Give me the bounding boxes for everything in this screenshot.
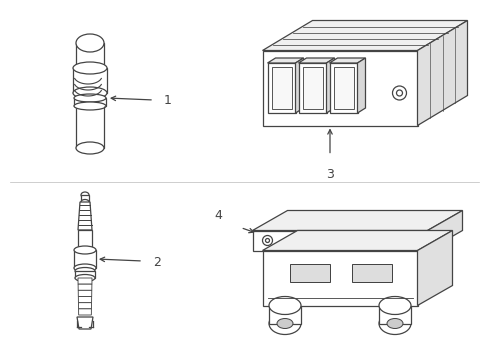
Ellipse shape	[81, 192, 89, 198]
Ellipse shape	[409, 238, 414, 243]
Polygon shape	[295, 58, 303, 113]
Ellipse shape	[76, 142, 104, 154]
Polygon shape	[78, 202, 92, 230]
Polygon shape	[378, 306, 410, 324]
Polygon shape	[79, 309, 91, 315]
Ellipse shape	[386, 319, 402, 328]
Polygon shape	[289, 264, 329, 282]
Ellipse shape	[76, 34, 104, 52]
Ellipse shape	[268, 312, 301, 334]
Ellipse shape	[74, 246, 96, 254]
Ellipse shape	[73, 62, 107, 74]
Polygon shape	[427, 211, 462, 251]
Polygon shape	[267, 58, 303, 63]
Polygon shape	[262, 50, 417, 126]
Text: 3: 3	[325, 167, 333, 180]
Polygon shape	[75, 271, 95, 278]
Polygon shape	[262, 230, 451, 251]
Polygon shape	[74, 250, 96, 268]
Polygon shape	[262, 251, 417, 306]
Polygon shape	[78, 278, 92, 284]
Ellipse shape	[378, 297, 410, 315]
Polygon shape	[271, 67, 291, 109]
Ellipse shape	[75, 274, 95, 282]
Ellipse shape	[73, 87, 107, 99]
Polygon shape	[302, 67, 322, 109]
Polygon shape	[81, 195, 89, 202]
Ellipse shape	[74, 94, 106, 102]
Polygon shape	[329, 58, 365, 63]
Polygon shape	[329, 63, 357, 113]
Ellipse shape	[265, 238, 269, 243]
Ellipse shape	[262, 235, 272, 246]
Polygon shape	[298, 63, 326, 113]
Polygon shape	[417, 230, 451, 306]
Ellipse shape	[74, 102, 106, 110]
Polygon shape	[77, 317, 93, 329]
Ellipse shape	[81, 199, 89, 204]
Ellipse shape	[392, 86, 406, 100]
Polygon shape	[326, 58, 334, 113]
Polygon shape	[78, 230, 92, 250]
Polygon shape	[78, 284, 92, 290]
Polygon shape	[268, 306, 301, 324]
Polygon shape	[76, 43, 104, 148]
Ellipse shape	[74, 264, 96, 272]
Polygon shape	[252, 211, 462, 230]
Ellipse shape	[396, 90, 402, 96]
Text: 2: 2	[153, 256, 161, 269]
Polygon shape	[78, 297, 91, 303]
Polygon shape	[78, 290, 92, 297]
Ellipse shape	[378, 312, 410, 334]
Polygon shape	[267, 63, 295, 113]
Polygon shape	[262, 21, 467, 50]
Polygon shape	[357, 58, 365, 113]
Ellipse shape	[75, 267, 95, 274]
Polygon shape	[78, 303, 91, 309]
Polygon shape	[298, 58, 334, 63]
Polygon shape	[73, 68, 107, 93]
Polygon shape	[333, 67, 353, 109]
Polygon shape	[252, 230, 427, 251]
Text: 4: 4	[214, 209, 222, 222]
Ellipse shape	[276, 319, 292, 328]
Ellipse shape	[407, 235, 417, 246]
Ellipse shape	[268, 297, 301, 315]
Text: 1: 1	[163, 94, 171, 108]
Polygon shape	[351, 264, 391, 282]
Polygon shape	[417, 21, 467, 126]
Polygon shape	[74, 98, 106, 106]
